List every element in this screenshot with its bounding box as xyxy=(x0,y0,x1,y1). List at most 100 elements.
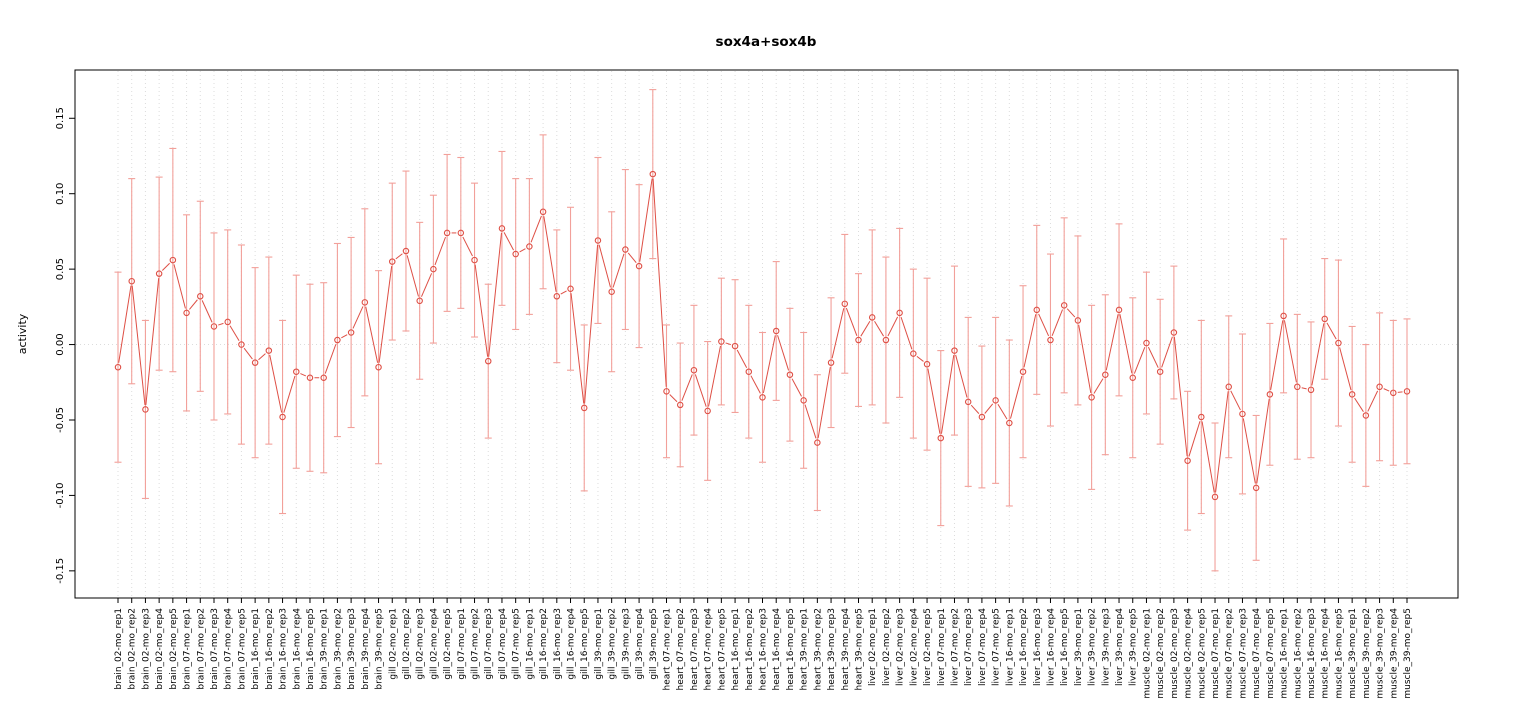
x-tick-label: muscle_16-mo_rep1 xyxy=(1280,608,1290,699)
series-line-segment xyxy=(352,306,364,329)
chart-title: sox4a+sox4b xyxy=(716,34,817,50)
x-tick-label: heart_16-mo_rep5 xyxy=(786,608,796,690)
data-point xyxy=(649,170,657,178)
data-point xyxy=(1170,329,1178,336)
data-point xyxy=(964,398,972,406)
series-line-segment xyxy=(1270,320,1284,390)
x-tick-label: brain_16-mo_rep1 xyxy=(251,608,261,690)
series-line-segment xyxy=(1326,322,1337,340)
x-tick-label: brain_16-mo_rep4 xyxy=(292,608,302,690)
series-line-segment xyxy=(488,232,502,357)
x-tick-label: gill_39-mo_rep2 xyxy=(608,608,618,680)
series-line-segment xyxy=(612,253,625,288)
x-tick-label: liver_16-mo_rep5 xyxy=(1060,608,1070,686)
x-tick-label: liver_16-mo_rep2 xyxy=(1019,608,1029,686)
data-point xyxy=(251,359,259,366)
x-tick-label: liver_39-mo_rep4 xyxy=(1115,608,1125,686)
data-point xyxy=(320,374,327,381)
data-point xyxy=(553,293,561,300)
data-point xyxy=(142,406,149,413)
series-line-segment xyxy=(1367,390,1379,412)
data-point xyxy=(567,285,574,292)
x-tick-label: muscle_02-mo_rep4 xyxy=(1184,608,1194,699)
data-point xyxy=(1266,391,1274,398)
data-point xyxy=(498,225,506,232)
x-tick-label: gill_39-mo_rep5 xyxy=(649,608,659,680)
series-line-segment xyxy=(817,367,831,439)
x-tick-label: heart_16-mo_rep3 xyxy=(759,608,769,690)
data-point xyxy=(1307,386,1315,394)
series-line-segment xyxy=(1133,347,1146,374)
x-tick-label: brain_16-mo_rep3 xyxy=(279,608,289,690)
data-point xyxy=(594,237,602,244)
data-point xyxy=(1252,484,1260,492)
x-tick-label: liver_07-mo_rep3 xyxy=(964,608,974,686)
x-tick-label: liver_02-mo_rep3 xyxy=(896,608,906,686)
data-point xyxy=(375,363,382,371)
data-point xyxy=(265,347,273,354)
x-tick-label: gill_02-mo_rep4 xyxy=(429,608,439,680)
data-point xyxy=(155,270,163,277)
x-tick-label: muscle_02-mo_rep5 xyxy=(1197,608,1207,699)
series-line-segment xyxy=(1339,347,1352,391)
x-tick-label: brain_02-mo_rep5 xyxy=(169,608,179,690)
x-tick-label: gill_16-mo_rep3 xyxy=(553,608,563,680)
plot-border xyxy=(74,69,1459,599)
data-point xyxy=(293,368,300,375)
x-tick-label: gill_16-mo_rep4 xyxy=(567,608,577,680)
data-point xyxy=(334,336,341,344)
x-tick-label: liver_02-mo_rep4 xyxy=(909,608,919,686)
series-line-segment xyxy=(1093,378,1104,394)
series-line-segment xyxy=(652,178,667,387)
data-point xyxy=(882,336,890,344)
x-tick-label: heart_07-mo_rep3 xyxy=(690,608,700,690)
x-tick-label: liver_02-mo_rep5 xyxy=(923,608,933,686)
x-tick-label: muscle_07-mo_rep1 xyxy=(1211,608,1221,699)
data-point xyxy=(868,314,876,321)
series-line-segment xyxy=(283,375,296,413)
data-point xyxy=(361,299,369,306)
data-point xyxy=(745,368,753,375)
data-point xyxy=(238,341,245,348)
data-point xyxy=(663,388,670,395)
series-line-segment xyxy=(639,178,653,262)
data-point xyxy=(1143,339,1150,347)
data-point xyxy=(759,394,766,401)
x-tick-label: brain_02-mo_rep1 xyxy=(114,608,124,690)
x-tick-label: muscle_39-mo_rep3 xyxy=(1376,608,1386,699)
x-tick-label: heart_39-mo_rep5 xyxy=(854,608,864,690)
x-tick-label: brain_02-mo_rep3 xyxy=(141,608,151,690)
data-point xyxy=(608,288,615,296)
x-tick-label: heart_07-mo_rep4 xyxy=(704,608,714,691)
x-tick-label: brain_39-mo_rep3 xyxy=(347,608,357,690)
series-line-segment xyxy=(669,394,678,403)
series-line-segment xyxy=(406,255,419,297)
data-point xyxy=(731,342,739,350)
x-tick-label: muscle_07-mo_rep5 xyxy=(1266,608,1276,699)
series-line-segment xyxy=(831,308,845,359)
x-tick-label: brain_39-mo_rep1 xyxy=(320,608,330,690)
series-line-segment xyxy=(1301,387,1307,390)
data-point xyxy=(1060,302,1068,309)
x-tick-label: muscle_39-mo_rep2 xyxy=(1362,608,1372,699)
series-line-segment xyxy=(173,264,186,309)
data-point xyxy=(1390,389,1397,397)
data-point xyxy=(1239,410,1246,418)
data-point xyxy=(1403,388,1411,395)
series-line-segment xyxy=(1397,391,1403,393)
series-line-segment xyxy=(1256,398,1270,484)
data-point xyxy=(1074,317,1082,324)
data-point xyxy=(1129,374,1136,381)
x-tick-label: heart_07-mo_rep1 xyxy=(663,608,673,690)
series-line-segment xyxy=(1201,421,1215,493)
y-tick-label: 0.15 xyxy=(55,107,66,129)
data-point xyxy=(718,338,725,345)
series-line-segment xyxy=(462,236,473,257)
data-point xyxy=(992,397,999,404)
series-line-segment xyxy=(365,306,379,363)
series-line-segment xyxy=(708,345,721,407)
data-point xyxy=(827,359,835,366)
data-point xyxy=(183,309,190,317)
series-line-segment xyxy=(860,320,871,337)
